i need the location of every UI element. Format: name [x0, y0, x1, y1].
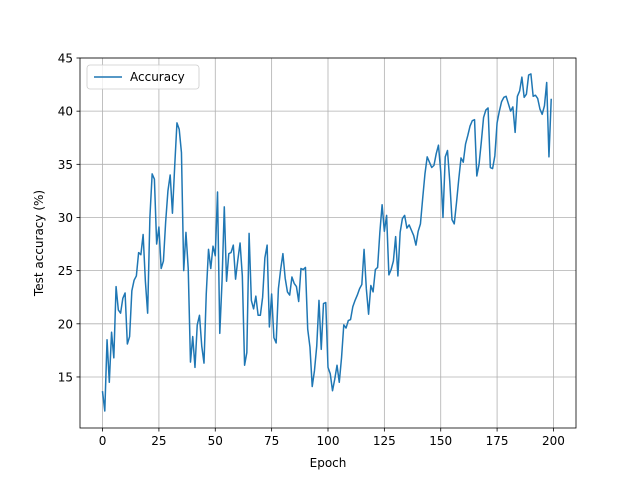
x-tick-label: 125: [373, 434, 396, 448]
x-tick-label: 75: [264, 434, 279, 448]
x-tick-label: 0: [99, 434, 107, 448]
x-tick-label: 175: [486, 434, 509, 448]
series-line-accuracy: [101, 73, 552, 412]
y-tick-label: 30: [58, 211, 73, 225]
y-ticks: 15 20 25 30 35 40 45: [58, 52, 80, 384]
y-tick-label: 40: [58, 105, 73, 119]
x-tick-label: 150: [429, 434, 452, 448]
series-layer: [101, 73, 552, 412]
x-tick-label: 25: [151, 434, 166, 448]
x-tick-label: 50: [208, 434, 223, 448]
x-tick-label: 100: [317, 434, 340, 448]
y-tick-label: 45: [58, 52, 73, 66]
y-axis-title: Test accuracy (%): [32, 190, 46, 297]
y-tick-label: 25: [58, 264, 73, 278]
x-tick-label: 200: [542, 434, 565, 448]
legend: Accuracy: [86, 64, 200, 90]
y-tick-label: 20: [58, 317, 73, 331]
x-ticks: 0 25 50 75 100 125 150 175 200: [99, 428, 565, 448]
y-tick-label: 15: [58, 370, 73, 384]
x-axis-title: Epoch: [310, 456, 347, 470]
legend-label-accuracy: Accuracy: [130, 70, 185, 84]
y-tick-label: 35: [58, 158, 73, 172]
legend-box: [86, 64, 200, 90]
